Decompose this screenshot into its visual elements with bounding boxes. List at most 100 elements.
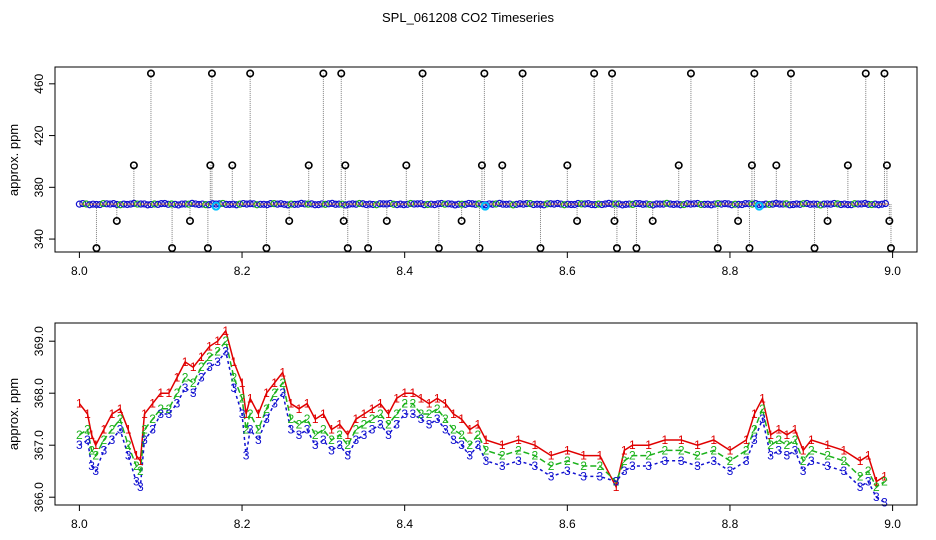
spike-point [861,69,870,78]
series-1-marker: 1 [710,433,717,447]
series-3-marker: 3 [312,438,319,452]
spike-point [810,244,819,253]
series-3-marker: 3 [824,459,831,473]
series-3-marker: 3 [597,469,604,483]
baseline-point [232,201,241,209]
baseline-point [803,199,811,208]
series-1-marker: 1 [531,438,538,452]
series-2-marker: 2 [564,454,571,468]
series-2-marker: 2 [287,412,294,426]
series-1-marker: 1 [88,428,95,442]
bottom-x-tick-label: 8.8 [722,517,739,531]
series-2-marker: 2 [361,417,368,431]
spike-point [518,69,527,78]
spike-point [823,216,832,225]
spike-point [228,161,237,170]
series-2-marker: 2 [662,443,669,457]
series-1-marker: 1 [174,371,181,385]
baseline-point [574,199,582,208]
series-2-marker: 2 [353,423,360,437]
series-1-marker: 1 [393,391,400,405]
series-1-marker: 1 [247,391,254,405]
spike-point [203,244,212,253]
series-3-marker: 3 [174,397,181,411]
bottom-y-tick-label: 367.0 [32,430,46,460]
series-1-marker: 1 [515,433,522,447]
series-1-marker: 1 [190,360,197,374]
series-1-marker: 1 [466,423,473,437]
series-1-marker: 1 [662,433,669,447]
series-2-marker: 2 [157,402,164,416]
series-3-marker: 3 [377,417,384,431]
series-1-marker: 1 [678,433,685,447]
series-2-marker: 2 [873,480,880,494]
series-2-marker: 2 [775,433,782,447]
spike-point [434,244,443,253]
spike-point [92,244,101,253]
series-3-marker: 3 [840,464,847,478]
series-1-marker: 1 [759,391,766,405]
series-3-marker: 3 [393,417,400,431]
baseline-point [219,199,227,208]
series-1-marker: 1 [808,433,815,447]
series-2-marker: 2 [613,475,620,489]
bottom-y-axis: 366.0 367.0 368.0 369.0 [32,326,55,512]
series-2-marker: 2 [784,438,791,452]
series-2-marker: 2 [597,459,604,473]
series-2-marker: 2 [727,454,734,468]
series-2-marker: 2 [141,423,148,437]
spike-point [750,69,759,78]
series-2-marker: 2 [239,391,246,405]
top-baseline-points [75,199,890,209]
spike-point [129,161,138,170]
bottom-x-tick-label: 8.4 [396,517,413,531]
series-3-marker: 3 [88,459,95,473]
series-1-marker: 1 [629,438,636,452]
spike-point [843,161,852,170]
series-3-marker: 3 [800,464,807,478]
series-2-marker: 2 [515,443,522,457]
baseline-point [509,201,517,209]
top-x-axis: 8.0 8.2 8.4 8.6 8.8 9.0 [71,252,901,278]
series-3-marker: 3 [629,459,636,473]
spike-point [563,161,572,170]
series-1-marker: 1 [320,407,327,421]
baseline-point [605,199,613,208]
series-3-marker: 3 [385,428,392,442]
series-2-marker: 2 [336,428,343,442]
top-x-tick-label: 9.0 [884,264,901,278]
series-2-marker: 2 [629,449,636,463]
series-3-marker: 3 [137,480,144,494]
baseline-point [174,201,183,209]
series-3-marker: 3 [231,381,238,395]
series-1-marker: 1 [385,407,392,421]
baseline-point [861,199,869,208]
top-y-tick-label: 460 [32,73,46,93]
series-2-marker: 2 [92,449,99,463]
spike-point [536,244,545,253]
series-2-marker: 2 [137,464,144,478]
series-1-marker: 1 [499,438,506,452]
baseline-point [144,201,152,209]
series-1-marker: 1 [157,386,164,400]
series-3-marker: 3 [759,412,766,426]
baseline-point [830,199,838,208]
baseline-point [693,199,702,208]
baseline-point [407,199,415,208]
series-3-marker: 3 [149,423,156,437]
series-1-marker: 1 [881,469,888,483]
series-2-marker: 2 [499,449,506,463]
series-3-marker: 3 [475,438,482,452]
series-1-marker: 1 [222,324,229,338]
figure-title: SPL_061208 CO2 Timeseries [382,10,554,25]
series-1-marker: 1 [840,443,847,457]
series-3-marker: 3 [157,407,164,421]
series-1-marker: 1 [613,480,620,494]
series-2-marker: 2 [792,433,799,447]
baseline-point [239,199,247,208]
series-1-marker: 1 [344,428,351,442]
baseline-point [328,199,336,208]
baseline-point [707,201,715,209]
series-2-marker: 2 [426,407,433,421]
series-1-marker: 1 [792,423,799,437]
